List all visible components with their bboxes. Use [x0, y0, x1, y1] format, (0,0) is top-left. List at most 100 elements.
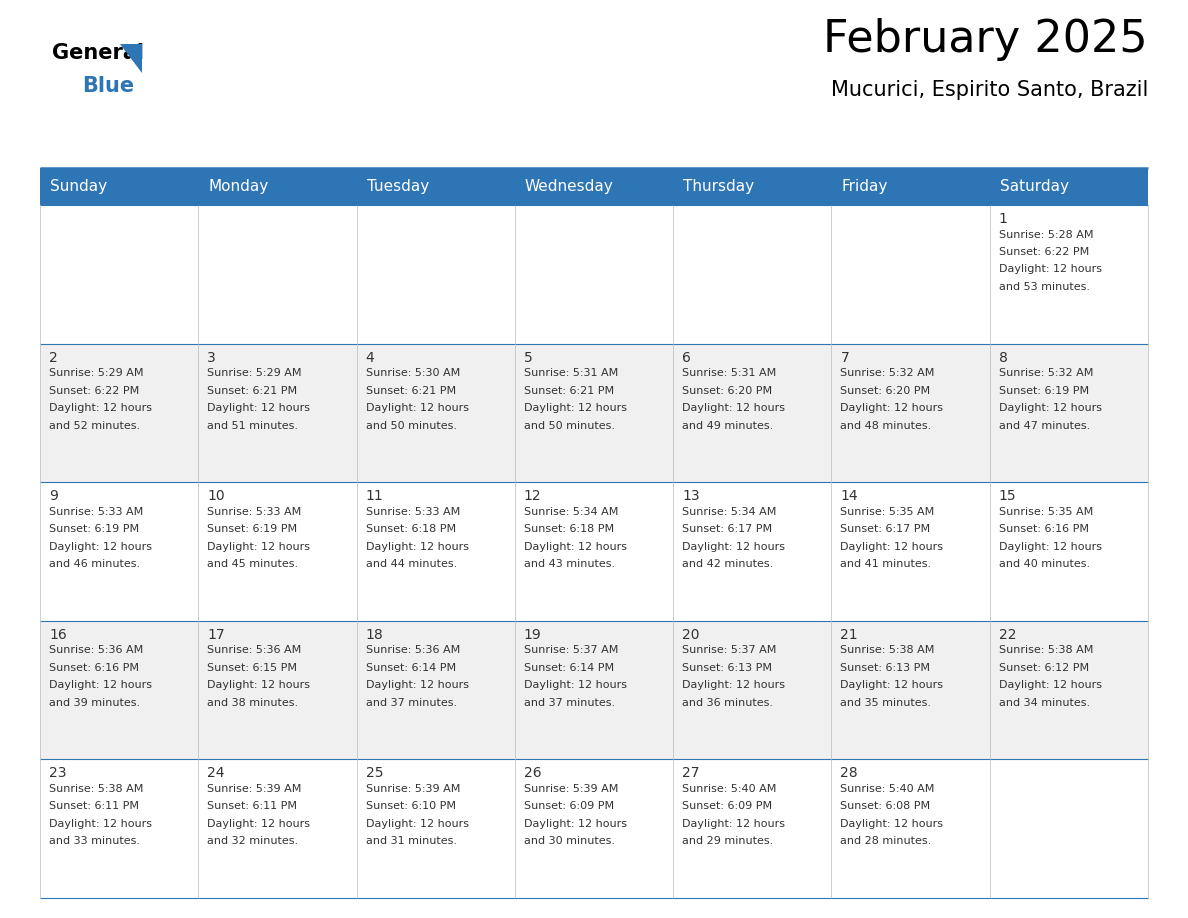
Bar: [990, 482, 1148, 621]
Text: Sunset: 6:09 PM: Sunset: 6:09 PM: [682, 801, 772, 812]
Text: Sunrise: 5:32 AM: Sunrise: 5:32 AM: [840, 368, 935, 378]
Text: Sunrise: 5:33 AM: Sunrise: 5:33 AM: [366, 507, 460, 517]
Text: Daylight: 12 hours: Daylight: 12 hours: [524, 819, 627, 829]
Bar: [40, 759, 198, 898]
Text: 5: 5: [524, 351, 532, 364]
Text: 27: 27: [682, 767, 700, 780]
Text: Sunday: Sunday: [50, 179, 107, 194]
Bar: [40, 482, 198, 621]
Text: Sunrise: 5:38 AM: Sunrise: 5:38 AM: [840, 645, 935, 655]
Text: Sunrise: 5:38 AM: Sunrise: 5:38 AM: [999, 645, 1093, 655]
Bar: [356, 168, 514, 205]
Text: and 52 minutes.: and 52 minutes.: [49, 420, 140, 431]
Text: 14: 14: [840, 489, 858, 503]
Text: Daylight: 12 hours: Daylight: 12 hours: [366, 680, 468, 690]
Text: and 33 minutes.: and 33 minutes.: [49, 836, 140, 846]
Text: Daylight: 12 hours: Daylight: 12 hours: [49, 542, 152, 552]
Bar: [198, 168, 356, 205]
Bar: [198, 621, 356, 759]
Text: Sunrise: 5:31 AM: Sunrise: 5:31 AM: [682, 368, 777, 378]
Text: Saturday: Saturday: [1000, 179, 1069, 194]
Text: 7: 7: [840, 351, 849, 364]
Text: Sunset: 6:19 PM: Sunset: 6:19 PM: [207, 524, 297, 534]
Text: Daylight: 12 hours: Daylight: 12 hours: [840, 819, 943, 829]
Text: 12: 12: [524, 489, 542, 503]
Text: Sunset: 6:12 PM: Sunset: 6:12 PM: [999, 663, 1089, 673]
Bar: [356, 621, 514, 759]
Text: 19: 19: [524, 628, 542, 642]
Bar: [514, 343, 674, 482]
Text: Daylight: 12 hours: Daylight: 12 hours: [840, 403, 943, 413]
Text: and 43 minutes.: and 43 minutes.: [524, 559, 615, 569]
Bar: [198, 482, 356, 621]
Text: Sunrise: 5:33 AM: Sunrise: 5:33 AM: [49, 507, 144, 517]
Text: Sunrise: 5:34 AM: Sunrise: 5:34 AM: [524, 507, 618, 517]
Text: Daylight: 12 hours: Daylight: 12 hours: [207, 819, 310, 829]
Text: and 46 minutes.: and 46 minutes.: [49, 559, 140, 569]
Bar: [356, 343, 514, 482]
Text: and 44 minutes.: and 44 minutes.: [366, 559, 457, 569]
Text: Sunset: 6:16 PM: Sunset: 6:16 PM: [49, 663, 139, 673]
Text: Sunset: 6:17 PM: Sunset: 6:17 PM: [682, 524, 772, 534]
Text: Sunset: 6:16 PM: Sunset: 6:16 PM: [999, 524, 1088, 534]
Text: 24: 24: [207, 767, 225, 780]
Bar: [356, 205, 514, 343]
Bar: [990, 343, 1148, 482]
Text: and 40 minutes.: and 40 minutes.: [999, 559, 1089, 569]
Text: and 50 minutes.: and 50 minutes.: [366, 420, 456, 431]
Bar: [674, 168, 832, 205]
Text: 2: 2: [49, 351, 58, 364]
Text: and 42 minutes.: and 42 minutes.: [682, 559, 773, 569]
Text: Sunrise: 5:36 AM: Sunrise: 5:36 AM: [366, 645, 460, 655]
Text: 18: 18: [366, 628, 384, 642]
Text: Daylight: 12 hours: Daylight: 12 hours: [682, 403, 785, 413]
Text: 28: 28: [840, 767, 858, 780]
Text: and 53 minutes.: and 53 minutes.: [999, 282, 1089, 292]
Text: and 51 minutes.: and 51 minutes.: [207, 420, 298, 431]
Text: Mucurici, Espirito Santo, Brazil: Mucurici, Espirito Santo, Brazil: [830, 80, 1148, 100]
Bar: [832, 205, 990, 343]
Text: Friday: Friday: [841, 179, 887, 194]
Bar: [990, 759, 1148, 898]
Bar: [40, 343, 198, 482]
Text: 25: 25: [366, 767, 383, 780]
Text: Sunset: 6:19 PM: Sunset: 6:19 PM: [49, 524, 139, 534]
Text: 1: 1: [999, 212, 1007, 226]
Text: Daylight: 12 hours: Daylight: 12 hours: [999, 403, 1101, 413]
Text: 21: 21: [840, 628, 858, 642]
Text: Daylight: 12 hours: Daylight: 12 hours: [999, 542, 1101, 552]
Text: Sunrise: 5:32 AM: Sunrise: 5:32 AM: [999, 368, 1093, 378]
Text: Sunset: 6:22 PM: Sunset: 6:22 PM: [999, 247, 1089, 257]
Text: Daylight: 12 hours: Daylight: 12 hours: [49, 680, 152, 690]
Text: 13: 13: [682, 489, 700, 503]
Text: Sunrise: 5:33 AM: Sunrise: 5:33 AM: [207, 507, 302, 517]
Text: Sunset: 6:21 PM: Sunset: 6:21 PM: [524, 386, 614, 396]
Text: Daylight: 12 hours: Daylight: 12 hours: [999, 264, 1101, 274]
Text: Daylight: 12 hours: Daylight: 12 hours: [524, 680, 627, 690]
Text: and 39 minutes.: and 39 minutes.: [49, 698, 140, 708]
Bar: [674, 621, 832, 759]
Text: and 37 minutes.: and 37 minutes.: [366, 698, 456, 708]
Text: and 29 minutes.: and 29 minutes.: [682, 836, 773, 846]
Bar: [198, 205, 356, 343]
Text: and 28 minutes.: and 28 minutes.: [840, 836, 931, 846]
Bar: [990, 205, 1148, 343]
Text: Daylight: 12 hours: Daylight: 12 hours: [49, 819, 152, 829]
Bar: [514, 621, 674, 759]
Text: and 48 minutes.: and 48 minutes.: [840, 420, 931, 431]
Bar: [356, 482, 514, 621]
Text: Sunrise: 5:31 AM: Sunrise: 5:31 AM: [524, 368, 618, 378]
Text: and 50 minutes.: and 50 minutes.: [524, 420, 615, 431]
Text: Sunrise: 5:39 AM: Sunrise: 5:39 AM: [366, 784, 460, 794]
Text: and 47 minutes.: and 47 minutes.: [999, 420, 1089, 431]
Text: Daylight: 12 hours: Daylight: 12 hours: [207, 542, 310, 552]
Text: Sunrise: 5:40 AM: Sunrise: 5:40 AM: [840, 784, 935, 794]
Text: 15: 15: [999, 489, 1017, 503]
Bar: [198, 759, 356, 898]
Text: Sunrise: 5:37 AM: Sunrise: 5:37 AM: [682, 645, 777, 655]
Text: Daylight: 12 hours: Daylight: 12 hours: [366, 403, 468, 413]
Text: Sunset: 6:10 PM: Sunset: 6:10 PM: [366, 801, 455, 812]
Text: and 34 minutes.: and 34 minutes.: [999, 698, 1089, 708]
Text: Sunrise: 5:30 AM: Sunrise: 5:30 AM: [366, 368, 460, 378]
Text: Daylight: 12 hours: Daylight: 12 hours: [207, 403, 310, 413]
